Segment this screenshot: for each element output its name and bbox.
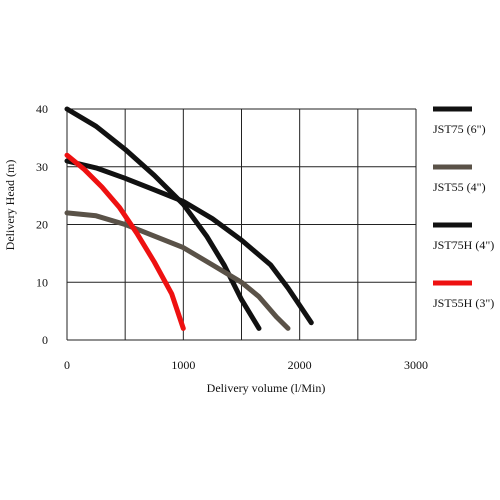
y-tick-labels: 0 10 20 30 40 bbox=[36, 102, 48, 347]
series-lines bbox=[64, 106, 314, 331]
series-line-4 bbox=[64, 152, 186, 331]
y-tick-label: 10 bbox=[36, 275, 48, 289]
x-tick-label: 1000 bbox=[171, 358, 195, 372]
y-tick-label: 20 bbox=[36, 218, 48, 232]
y-axis-label: Delivery Head (m) bbox=[3, 160, 17, 251]
legend-label-4: JST55H (3") bbox=[433, 296, 494, 310]
series-line-1 bbox=[64, 106, 262, 331]
series-line-2 bbox=[64, 210, 291, 331]
y-tick-label: 0 bbox=[42, 333, 48, 347]
legend: JST75 (6") JST55 (4") JST75H (4") JST55H (3… bbox=[433, 106, 494, 310]
legend-label-2: JST55 (4") bbox=[433, 180, 486, 194]
legend-label-3: JST75H (4") bbox=[433, 238, 494, 252]
x-tick-labels: 0 1000 2000 3000 bbox=[64, 358, 428, 372]
y-tick-label: 30 bbox=[36, 160, 48, 174]
y-tick-label: 40 bbox=[36, 102, 48, 116]
x-axis-label: Delivery volume (l/Min) bbox=[207, 381, 326, 395]
legend-label-1: JST75 (6") bbox=[433, 122, 486, 136]
series-line-3 bbox=[64, 158, 314, 326]
x-tick-label: 3000 bbox=[404, 358, 428, 372]
x-tick-label: 2000 bbox=[288, 358, 312, 372]
x-tick-label: 0 bbox=[64, 358, 70, 372]
